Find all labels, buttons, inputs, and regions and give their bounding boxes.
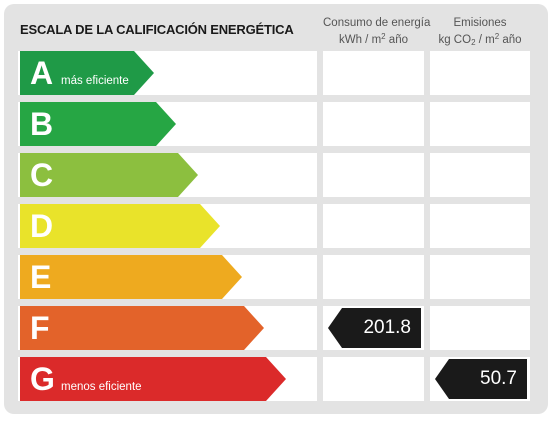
consumption-cell-e <box>323 255 424 299</box>
rating-letter-f: F <box>30 310 50 346</box>
emissions-value: 50.7 <box>480 368 517 389</box>
rating-arrow-c <box>20 153 198 197</box>
emissions-cell-d <box>430 204 530 248</box>
rating-sublabel-a: más eficiente <box>61 75 129 87</box>
rating-arrow-a <box>20 51 154 95</box>
rating-arrow-b <box>20 102 176 146</box>
rating-sublabel-g: menos eficiente <box>61 381 142 393</box>
consumption-value: 201.8 <box>363 317 411 338</box>
rating-letter-g: G <box>30 361 55 397</box>
emissions-cell-e <box>430 255 530 299</box>
consumption-cell-d <box>323 204 424 248</box>
rating-arrow-e <box>20 255 242 299</box>
rating-arrow-f <box>20 306 264 350</box>
rating-arrow-d <box>20 204 220 248</box>
emissions-value-tag <box>435 359 527 399</box>
rating-letter-e: E <box>30 259 52 295</box>
scale-title: ESCALA DE LA CALIFICACIÓN ENERGÉTICA <box>20 22 294 37</box>
emissions-header-unit: kg CO2 / m2 año <box>438 32 522 47</box>
rating-letter-a: A <box>30 55 54 91</box>
emissions-column-header: Emisiones kg CO2 / m2 año <box>430 16 530 50</box>
rating-letter-c: C <box>30 157 54 193</box>
emissions-cell-a <box>430 51 530 95</box>
consumption-cell-g <box>323 357 424 401</box>
consumption-cell-c <box>323 153 424 197</box>
emissions-cell-b <box>430 102 530 146</box>
consumption-header-unit: kWh / m2 año <box>338 32 408 46</box>
rating-letter-d: D <box>30 208 54 244</box>
emissions-cell-f <box>430 306 530 350</box>
consumption-header-title: Consumo de energía <box>323 17 431 29</box>
consumption-cell-a <box>323 51 424 95</box>
rating-arrow-g <box>20 357 286 401</box>
consumption-cell-b <box>323 102 424 146</box>
consumption-column-header: Consumo de energía kWh / m2 año <box>323 16 431 47</box>
rating-letter-b: B <box>30 106 54 142</box>
emissions-header-title: Emisiones <box>453 17 507 29</box>
emissions-cell-c <box>430 153 530 197</box>
consumption-value-tag <box>328 308 421 348</box>
